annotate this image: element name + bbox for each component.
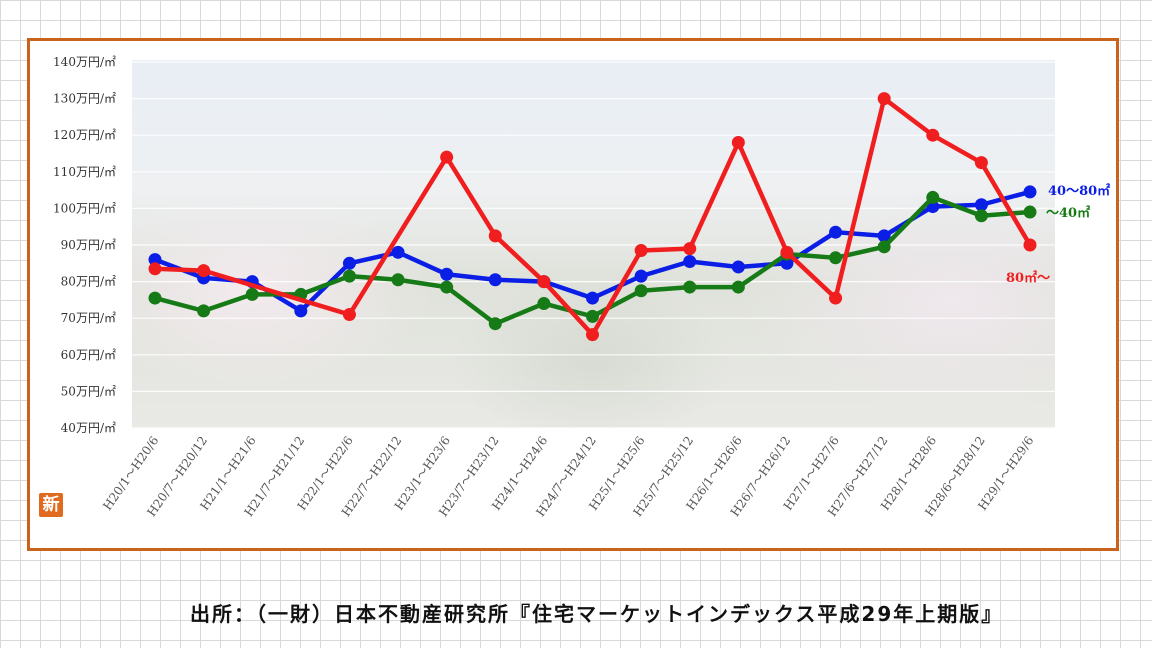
y-tick-label: 110万円/㎡ bbox=[53, 165, 116, 179]
data-point bbox=[829, 251, 843, 265]
data-point bbox=[440, 267, 454, 281]
data-point bbox=[342, 269, 356, 283]
data-point bbox=[294, 304, 308, 318]
data-point bbox=[537, 275, 551, 289]
data-point bbox=[780, 245, 794, 259]
y-tick-label: 40万円/㎡ bbox=[61, 421, 116, 435]
data-point bbox=[197, 304, 211, 318]
data-point bbox=[537, 297, 551, 311]
data-point bbox=[488, 317, 502, 331]
data-point bbox=[683, 254, 697, 268]
data-point bbox=[440, 280, 454, 294]
data-point bbox=[391, 273, 405, 287]
data-point bbox=[197, 264, 211, 278]
data-point bbox=[780, 256, 794, 270]
data-point bbox=[634, 269, 648, 283]
y-tick-label: 70万円/㎡ bbox=[61, 311, 116, 325]
data-point bbox=[926, 128, 940, 142]
data-point bbox=[974, 209, 988, 223]
data-point bbox=[731, 136, 745, 150]
data-point bbox=[829, 291, 843, 305]
data-point bbox=[342, 308, 356, 322]
data-point bbox=[683, 280, 697, 294]
data-point bbox=[245, 287, 259, 301]
data-point bbox=[586, 309, 599, 323]
y-tick-label: 120万円/㎡ bbox=[53, 128, 116, 142]
plot-background-photo bbox=[132, 60, 1055, 428]
data-point bbox=[877, 240, 891, 254]
data-point bbox=[391, 245, 405, 259]
data-point bbox=[488, 273, 502, 287]
logo-badge: 新 bbox=[39, 493, 63, 517]
data-point bbox=[1023, 238, 1037, 252]
y-tick-label: 130万円/㎡ bbox=[53, 92, 116, 106]
y-tick-label: 60万円/㎡ bbox=[61, 348, 116, 362]
data-point bbox=[148, 291, 162, 305]
series-labels: 40～80㎡ ～40㎡ 80㎡～ bbox=[1006, 183, 1110, 286]
data-point bbox=[1023, 205, 1037, 219]
data-point bbox=[634, 243, 648, 257]
data-point bbox=[683, 242, 697, 256]
y-tick-label: 80万円/㎡ bbox=[61, 275, 116, 289]
y-tick-label: 100万円/㎡ bbox=[53, 201, 116, 215]
data-point bbox=[586, 291, 599, 305]
data-point bbox=[731, 260, 745, 274]
data-point bbox=[488, 229, 502, 243]
data-point bbox=[148, 253, 162, 267]
data-point bbox=[440, 150, 454, 164]
series-label: ～40㎡ bbox=[1046, 205, 1090, 221]
x-axis-ticks: H20/1～H20/6H20/7～H20/12H21/1～H21/6H21/7～… bbox=[100, 434, 1036, 519]
data-point bbox=[877, 92, 891, 106]
data-point bbox=[926, 190, 940, 204]
data-point bbox=[877, 229, 891, 243]
series-lines bbox=[148, 92, 1037, 342]
y-tick-label: 50万円/㎡ bbox=[61, 384, 116, 398]
gridlines bbox=[132, 61, 1055, 429]
y-tick-label: 90万円/㎡ bbox=[61, 238, 116, 252]
series-line bbox=[154, 195, 1031, 326]
source-note: 出所：（一財）日本不動産研究所『住宅マーケットインデックス平成29年上期版』 bbox=[190, 602, 1004, 626]
data-point bbox=[148, 262, 162, 276]
data-point bbox=[829, 225, 843, 239]
y-tick-label: 140万円/㎡ bbox=[53, 55, 116, 69]
y-axis-ticks: 140万円/㎡ 130万円/㎡ 120万円/㎡ 110万円/㎡ 100万円/㎡ 90万円/… bbox=[53, 55, 116, 435]
data-point bbox=[974, 156, 988, 170]
data-point bbox=[1023, 185, 1037, 199]
data-point bbox=[974, 198, 988, 212]
series-label: 80㎡～ bbox=[1006, 270, 1050, 286]
data-point bbox=[342, 256, 356, 270]
series-label: 40～80㎡ bbox=[1048, 183, 1110, 199]
data-point bbox=[731, 280, 745, 294]
data-point bbox=[634, 284, 648, 298]
series-line bbox=[154, 96, 1032, 337]
data-point bbox=[586, 328, 599, 342]
